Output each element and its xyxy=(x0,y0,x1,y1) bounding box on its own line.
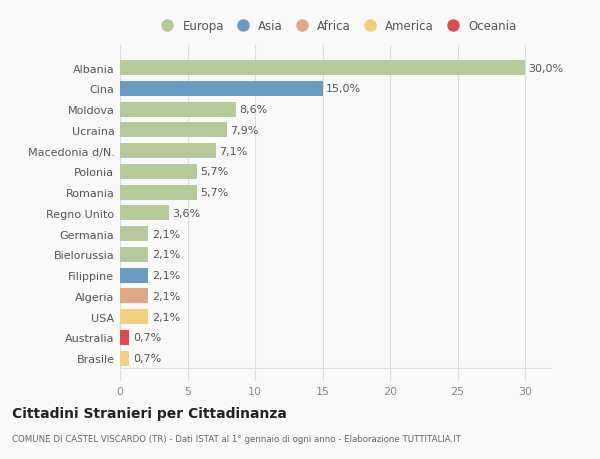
Bar xyxy=(120,289,148,304)
Text: 2,1%: 2,1% xyxy=(152,312,180,322)
Bar xyxy=(120,144,216,159)
Text: COMUNE DI CASTEL VISCARDO (TR) - Dati ISTAT al 1° gennaio di ogni anno - Elabora: COMUNE DI CASTEL VISCARDO (TR) - Dati IS… xyxy=(12,434,461,443)
Bar xyxy=(120,351,130,366)
Text: 3,6%: 3,6% xyxy=(172,208,200,218)
Text: 2,1%: 2,1% xyxy=(152,229,180,239)
Text: 0,7%: 0,7% xyxy=(133,353,161,363)
Text: 2,1%: 2,1% xyxy=(152,270,180,280)
Bar xyxy=(120,268,148,283)
Bar xyxy=(120,309,148,325)
Bar xyxy=(120,330,130,345)
Legend: Europa, Asia, Africa, America, Oceania: Europa, Asia, Africa, America, Oceania xyxy=(155,20,517,34)
Bar xyxy=(120,82,323,97)
Text: 5,7%: 5,7% xyxy=(200,188,229,198)
Text: 2,1%: 2,1% xyxy=(152,250,180,260)
Bar xyxy=(120,123,227,138)
Text: 7,9%: 7,9% xyxy=(230,126,259,136)
Bar xyxy=(120,247,148,262)
Text: 0,7%: 0,7% xyxy=(133,333,161,342)
Bar xyxy=(120,227,148,241)
Text: 30,0%: 30,0% xyxy=(529,64,563,73)
Text: 8,6%: 8,6% xyxy=(239,105,268,115)
Bar xyxy=(120,102,236,118)
Bar xyxy=(120,165,197,179)
Text: 5,7%: 5,7% xyxy=(200,167,229,177)
Text: 7,1%: 7,1% xyxy=(219,146,247,157)
Bar xyxy=(120,206,169,221)
Bar xyxy=(120,61,525,76)
Bar xyxy=(120,185,197,200)
Text: Cittadini Stranieri per Cittadinanza: Cittadini Stranieri per Cittadinanza xyxy=(12,406,287,420)
Text: 2,1%: 2,1% xyxy=(152,291,180,301)
Text: 15,0%: 15,0% xyxy=(326,84,361,94)
